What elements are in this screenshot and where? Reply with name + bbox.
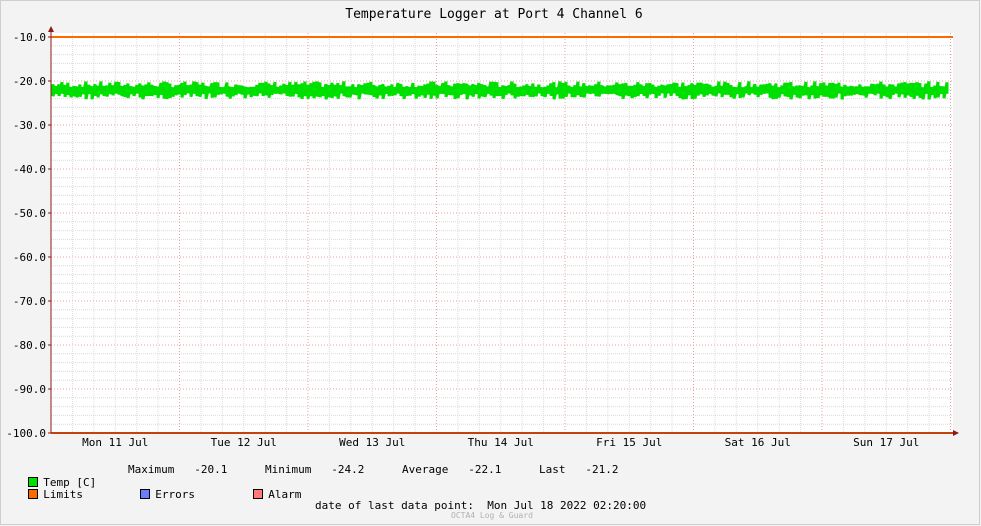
chart-title: Temperature Logger at Port 4 Channel 6 — [345, 7, 642, 22]
x-tick-label: Thu 14 Jul — [468, 436, 534, 449]
legend-label-temp: Temp [C] — [43, 476, 97, 489]
x-tick-label: Tue 12 Jul — [211, 436, 277, 449]
last-data-point: date of last data point: Mon Jul 18 2022… — [315, 499, 646, 512]
y-tick-label: -40.0 — [13, 163, 46, 176]
stat-average: Average -22.1 — [402, 463, 501, 476]
x-axis-arrow — [953, 430, 959, 436]
grid — [50, 33, 953, 434]
last-data-point-label: date of last data point: — [315, 499, 474, 512]
stat-maximum: Maximum -20.1 — [128, 463, 227, 476]
y-tick-label: -100.0 — [6, 427, 46, 440]
y-axis-arrow — [48, 26, 54, 32]
x-tick-label: Sun 17 Jul — [853, 436, 919, 449]
legend-swatch-errors — [140, 489, 151, 499]
stat-minimum: Minimum -24.2 — [265, 463, 364, 476]
stat-maximum-label: Maximum — [128, 463, 175, 476]
axes — [48, 26, 959, 436]
credit-text: OCTA4 Log & Guard — [451, 511, 533, 520]
stat-minimum-value: -24.2 — [331, 463, 365, 476]
stat-last-label: Last — [539, 463, 566, 476]
x-tick-label: Sat 16 Jul — [725, 436, 791, 449]
legend-item-errors: Errors — [127, 475, 195, 501]
y-tick-label: -20.0 — [13, 75, 46, 88]
legend-item-alarm: Alarm — [240, 475, 301, 501]
stat-maximum-value: -20.1 — [194, 463, 228, 476]
legend-label-limits: Limits — [43, 488, 83, 501]
x-tick-label: Wed 13 Jul — [339, 436, 405, 449]
x-tick-labels: Mon 11 Jul Tue 12 Jul Wed 13 Jul Thu 14 Jul… — [82, 436, 919, 449]
legend-label-errors: Errors — [155, 488, 195, 501]
y-tick-label: -30.0 — [13, 119, 46, 132]
stat-last-value: -21.2 — [585, 463, 619, 476]
legend-item-limits: Limits — [28, 488, 83, 501]
stat-average-label: Average — [402, 463, 449, 476]
legend-item-temp: Temp [C] — [28, 476, 96, 489]
series-temp — [51, 81, 949, 100]
legend-swatch-alarm — [253, 489, 264, 499]
y-tick-label: -50.0 — [13, 207, 46, 220]
x-tick-label: Mon 11 Jul — [82, 436, 148, 449]
stat-average-value: -22.1 — [468, 463, 502, 476]
y-tick-label: -80.0 — [13, 339, 46, 352]
stat-minimum-label: Minimum — [265, 463, 312, 476]
y-tick-label: -10.0 — [13, 31, 46, 44]
legend-label-alarm: Alarm — [268, 488, 302, 501]
legend-swatch-limits — [28, 489, 39, 499]
legend-row-2: Limits — [15, 475, 83, 501]
legend-swatch-temp — [28, 477, 39, 487]
y-tick-labels: -10.0 -20.0 -30.0 -40.0 -50.0 -60.0 -70.0 -80.0… — [6, 31, 46, 440]
x-tick-label: Fri 15 Jul — [596, 436, 662, 449]
y-tick-label: -60.0 — [13, 251, 46, 264]
legend-row-1: Temp [C] — [15, 463, 96, 489]
stat-last: Last -21.2 — [539, 463, 619, 476]
y-tick-label: -70.0 — [13, 295, 46, 308]
last-data-point-value: Mon Jul 18 2022 02:20:00 — [487, 499, 647, 512]
y-tick-label: -90.0 — [13, 383, 46, 396]
